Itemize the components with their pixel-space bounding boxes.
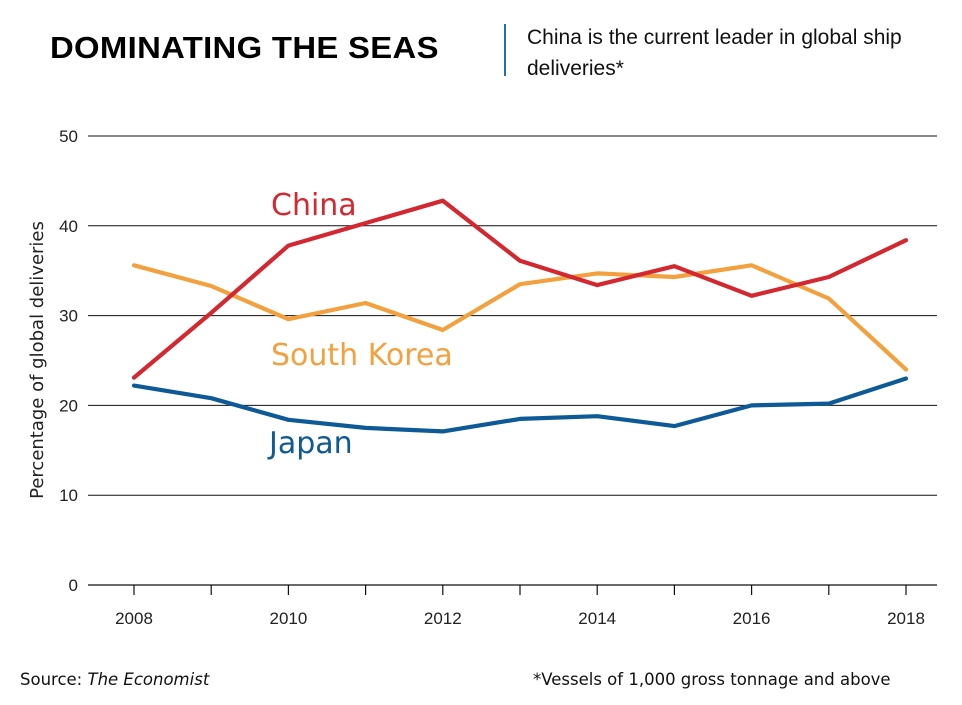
source-note: Source: The Economist	[20, 670, 209, 689]
y-tick-label: 0	[69, 576, 78, 595]
series-label-japan: Japan	[267, 426, 353, 461]
title-divider	[504, 24, 506, 76]
y-tick-label: 50	[59, 127, 78, 146]
gridlines	[88, 135, 937, 496]
series-line-japan	[131, 376, 909, 434]
x-tick-label: 2016	[733, 609, 771, 628]
series-label-china: China	[271, 188, 357, 223]
source-name: The Economist	[87, 670, 210, 689]
x-tick-label: 2008	[115, 609, 153, 628]
x-axis: 2008 2010 2012 2014 2016 2018	[88, 584, 937, 628]
y-axis-ticks: 0 10 20 30 40 50	[59, 127, 78, 595]
chart-subtitle: China is the current leader in global sh…	[527, 26, 902, 80]
series-labels: China South Korea Japan	[267, 188, 453, 461]
x-tick-label: 2014	[578, 609, 616, 628]
y-axis-label: Percentage of global deliveries	[27, 221, 48, 499]
y-tick-label: 30	[59, 307, 78, 326]
y-tick-label: 20	[59, 396, 78, 415]
series-label-south-korea: South Korea	[271, 338, 453, 373]
series-lines	[131, 198, 909, 434]
x-tick-label: 2010	[269, 609, 307, 628]
y-tick-label: 10	[59, 486, 78, 505]
series-line-south-korea	[131, 263, 909, 372]
x-tick-label: 2012	[424, 609, 462, 628]
source-label: Source:	[20, 670, 83, 689]
chart-title: DOMINATING THE SEAS	[50, 30, 439, 65]
y-tick-label: 40	[59, 217, 78, 236]
series-line-china	[131, 198, 909, 380]
footnote: *Vessels of 1,000 gross tonnage and abov…	[533, 670, 891, 689]
x-tick-label: 2018	[887, 609, 925, 628]
